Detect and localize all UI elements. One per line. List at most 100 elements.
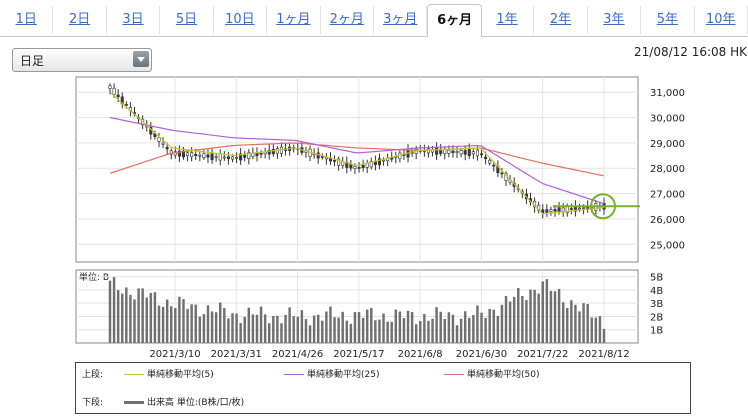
volume-bar bbox=[227, 318, 230, 343]
volume-bar bbox=[129, 294, 132, 343]
price-tick-label: 26,000 bbox=[650, 215, 685, 226]
volume-tick-label: 5B bbox=[650, 273, 663, 284]
candle-body bbox=[210, 152, 214, 161]
volume-bar bbox=[116, 290, 120, 343]
volume-bar bbox=[272, 315, 275, 343]
volume-bar bbox=[439, 311, 442, 343]
volume-bar bbox=[549, 290, 553, 343]
tab-9[interactable]: 1年 bbox=[481, 6, 535, 34]
volume-bar bbox=[178, 296, 181, 343]
volume-bar bbox=[496, 315, 500, 343]
volume-bar bbox=[112, 277, 116, 343]
legend-ma50-label: 単純移動平均(50) bbox=[467, 370, 540, 380]
date-tick-label: 2021/7/22 bbox=[517, 349, 568, 360]
tab-13[interactable]: 10年 bbox=[695, 6, 748, 34]
ma5-line-icon bbox=[124, 374, 144, 375]
legend-volume-label: 出来高 単位:(B株/口/枚) bbox=[147, 398, 245, 408]
candle-body bbox=[561, 207, 565, 212]
volume-bar bbox=[406, 310, 410, 343]
candle-body bbox=[157, 137, 161, 142]
ma5-line bbox=[109, 91, 605, 215]
volume-bar bbox=[480, 312, 483, 343]
volume-bar bbox=[504, 295, 508, 343]
volume-bar bbox=[333, 317, 336, 343]
candle-body bbox=[369, 161, 373, 168]
tab-5[interactable]: 1ヶ月 bbox=[267, 6, 321, 34]
legend-lower-label: 下段: bbox=[82, 398, 104, 408]
volume-bar bbox=[419, 320, 422, 343]
price-tick-label: 27,000 bbox=[650, 190, 685, 201]
volume-bar bbox=[231, 313, 234, 343]
ma25-line bbox=[109, 116, 605, 205]
tab-2[interactable]: 3日 bbox=[107, 6, 161, 34]
legend-ma5: 単純移動平均(5) bbox=[124, 367, 214, 380]
volume-bar bbox=[259, 306, 263, 343]
legend-ma5-label: 単純移動平均(5) bbox=[147, 370, 214, 380]
volume-bar bbox=[435, 307, 438, 343]
volume-bar bbox=[410, 312, 414, 343]
tab-7[interactable]: 3ヶ月 bbox=[374, 6, 428, 34]
volume-bar bbox=[133, 299, 136, 343]
tab-1[interactable]: 2日 bbox=[53, 6, 107, 34]
timestamp: 21/08/12 16:08 HK bbox=[634, 45, 747, 59]
volume-bar bbox=[525, 299, 528, 343]
volume-bar bbox=[378, 319, 381, 343]
volume-tick-label: 2B bbox=[650, 312, 663, 323]
volume-bar bbox=[582, 303, 585, 343]
volume-bar bbox=[443, 318, 447, 343]
candle-body bbox=[222, 156, 226, 159]
candle-body bbox=[165, 147, 169, 150]
volume-bar bbox=[202, 314, 206, 343]
volume-bar-icon bbox=[124, 401, 144, 404]
candle-body bbox=[451, 150, 455, 154]
candle-body bbox=[484, 156, 488, 159]
chevron-down-icon[interactable] bbox=[133, 51, 149, 67]
tab-12[interactable]: 5年 bbox=[641, 6, 695, 34]
price-tick-label: 29,000 bbox=[650, 139, 685, 150]
volume-bar bbox=[578, 311, 581, 343]
candle-body bbox=[357, 167, 361, 169]
volume-bar bbox=[312, 315, 316, 343]
volume-bar bbox=[357, 312, 361, 343]
candle-body bbox=[479, 153, 484, 156]
volume-bar bbox=[349, 323, 353, 343]
tab-11[interactable]: 3年 bbox=[588, 6, 642, 34]
volume-bar bbox=[545, 279, 549, 343]
volume-bar bbox=[353, 312, 357, 343]
volume-bar bbox=[149, 292, 153, 343]
candle-body bbox=[243, 154, 247, 158]
legend-upper-label: 上段: bbox=[82, 370, 104, 380]
volume-bar bbox=[517, 287, 520, 343]
volume-bar bbox=[574, 304, 577, 343]
volume-bar bbox=[304, 319, 308, 343]
candle-body bbox=[492, 164, 496, 167]
date-tick-label: 2021/3/31 bbox=[211, 349, 262, 360]
volume-bar bbox=[239, 323, 242, 343]
volume-bar bbox=[541, 281, 544, 343]
volume-bar bbox=[521, 296, 524, 343]
volume-bar bbox=[594, 317, 598, 343]
volume-bar bbox=[488, 308, 491, 343]
date-tick-label: 2021/8/12 bbox=[578, 349, 629, 360]
volume-bar bbox=[345, 320, 349, 343]
tab-10[interactable]: 2年 bbox=[534, 6, 588, 34]
tab-6[interactable]: 2ヶ月 bbox=[321, 6, 374, 34]
candle-body bbox=[361, 164, 365, 169]
volume-bar bbox=[431, 318, 434, 343]
volume-bar bbox=[374, 320, 377, 343]
legend-ma25: 単純移動平均(25) bbox=[284, 367, 379, 380]
volume-bar bbox=[329, 306, 332, 343]
volume-bar bbox=[182, 299, 185, 343]
tab-3[interactable]: 5日 bbox=[160, 6, 214, 34]
candle-body bbox=[471, 151, 475, 155]
tab-0[interactable]: 1日 bbox=[0, 6, 54, 34]
candle-body bbox=[337, 158, 341, 166]
interval-select[interactable]: 日足 bbox=[12, 48, 152, 72]
volume-bar bbox=[537, 293, 540, 343]
candle-body bbox=[500, 172, 504, 175]
candle-body bbox=[206, 154, 210, 158]
tab-4[interactable]: 10日 bbox=[214, 6, 268, 34]
candle-body bbox=[190, 152, 194, 158]
candle-body bbox=[377, 158, 381, 166]
volume-bar bbox=[533, 289, 536, 343]
